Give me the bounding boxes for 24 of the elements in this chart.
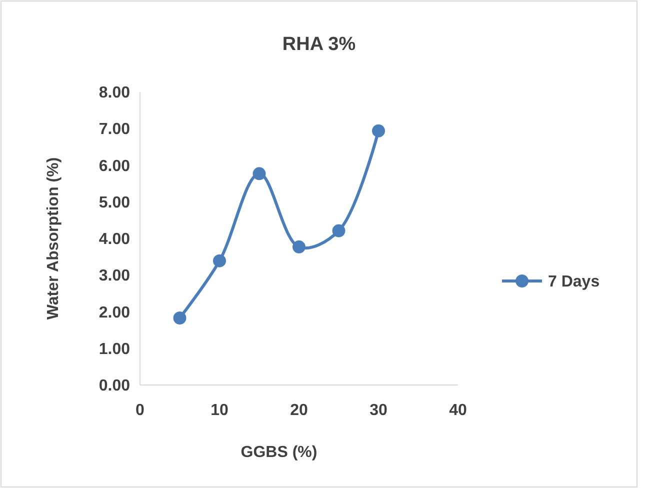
y-tick-label: 1.00 [98,340,130,358]
point [332,224,346,238]
y-tick-label: 0.00 [98,378,130,395]
y-tick-label: 2.00 [98,304,130,322]
y-tick-label: 6.00 [98,158,130,175]
y-tick-label: 5.00 [98,194,130,212]
x-tick-label: 0 [136,402,145,419]
point [372,124,385,138]
chart-title: RHA 3% [282,34,356,55]
point [252,167,266,180]
x-axis-title: GGBS (%) [240,444,318,461]
x-tick-label: 40 [449,402,467,419]
x-tick-label: 20 [290,402,308,419]
point [213,254,226,268]
y-tick-label: 3.00 [98,268,130,285]
y-tick-label: 7.00 [98,121,130,138]
x-tick-label: 10 [210,402,228,419]
y-tick-label: 8.00 [98,84,130,102]
point [173,311,186,324]
x-tick-label: 30 [370,402,388,419]
legend-label: 7 Days [548,274,600,291]
y-tick-label: 4.00 [98,231,130,248]
y-axis-title: Water Absorption (%) [45,157,62,320]
point [292,240,306,254]
